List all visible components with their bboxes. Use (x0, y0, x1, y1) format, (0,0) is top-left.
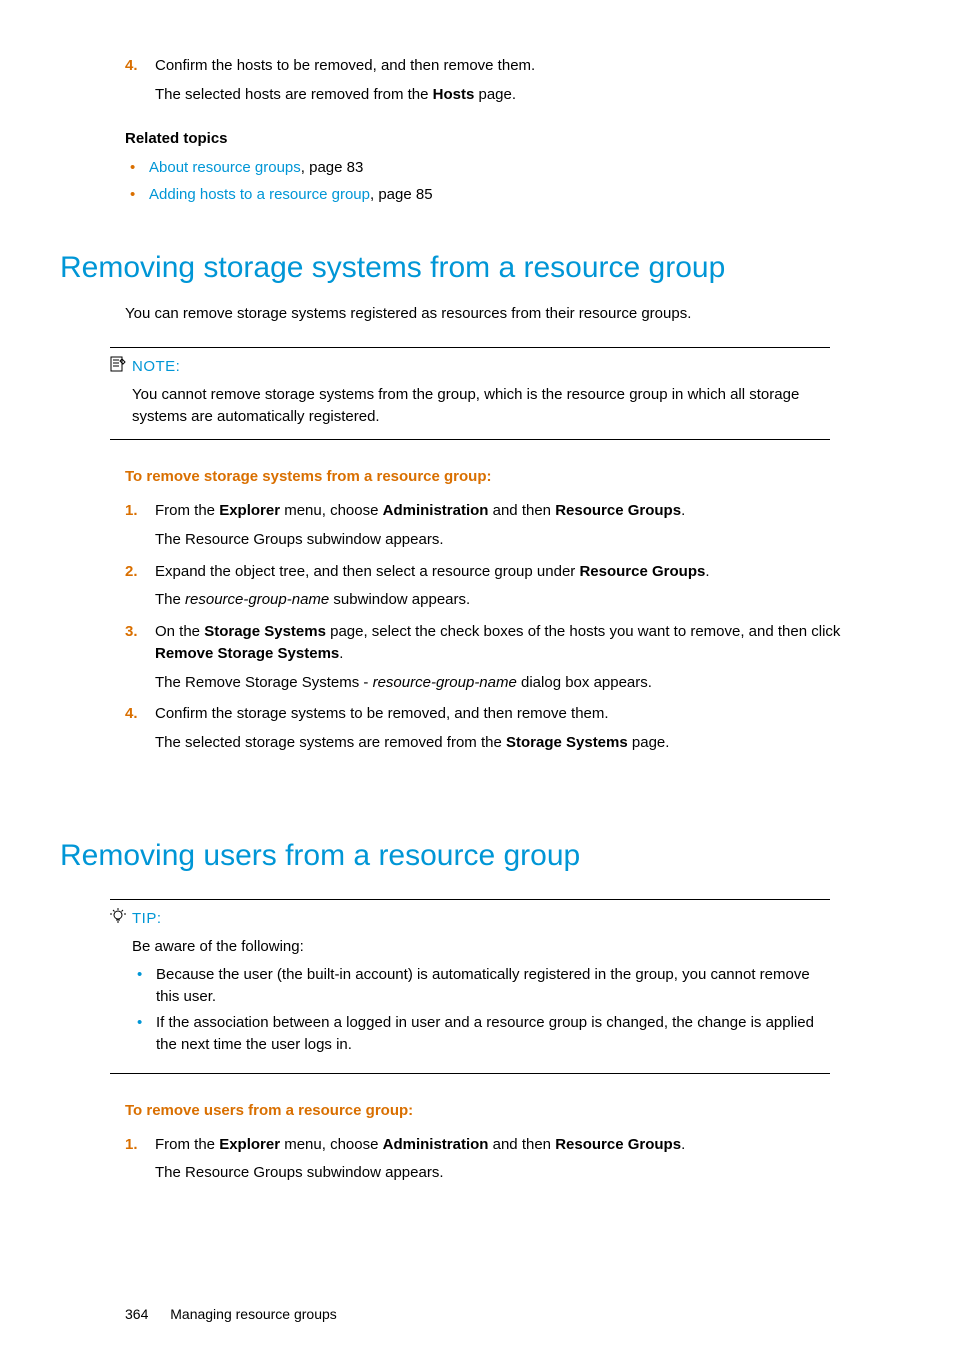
step-text: From the Explorer menu, choose Administr… (155, 1136, 685, 1153)
note-callout: NOTE: You cannot remove storage systems … (110, 347, 830, 440)
list-item: About resource groups, page 83 (125, 157, 884, 179)
step-number: 1. (125, 1134, 138, 1156)
related-topics-list: About resource groups, page 83 Adding ho… (125, 157, 884, 206)
tip-callout: TIP: Be aware of the following: Because … (110, 899, 830, 1074)
step-text: From the Explorer menu, choose Administr… (155, 502, 685, 519)
step-number: 4. (125, 703, 138, 725)
page-footer: 364 Managing resource groups (125, 1304, 884, 1324)
list-item: 1. From the Explorer menu, choose Admini… (125, 500, 884, 551)
step-text: On the Storage Systems page, select the … (155, 623, 840, 662)
related-link[interactable]: About resource groups (149, 159, 301, 176)
tip-intro: Be aware of the following: (132, 936, 830, 958)
step-sub: The resource-group-name subwindow appear… (155, 589, 884, 611)
procedure-heading: To remove storage systems from a resourc… (125, 466, 884, 488)
page-number: 364 (125, 1306, 148, 1322)
tip-label: TIP: (132, 908, 162, 930)
section-heading: Removing users from a resource group (60, 834, 884, 878)
list-item: 2. Expand the object tree, and then sele… (125, 561, 884, 612)
step-number: 3. (125, 621, 138, 643)
step-number: 2. (125, 561, 138, 583)
list-item: Adding hosts to a resource group, page 8… (125, 184, 884, 206)
list-item: If the association between a logged in u… (132, 1012, 830, 1056)
step-text: Expand the object tree, and then select … (155, 563, 710, 580)
procedure-steps: 1. From the Explorer menu, choose Admini… (125, 500, 884, 754)
step-sub: The selected storage systems are removed… (155, 732, 884, 754)
step-number: 1. (125, 500, 138, 522)
tip-bullets: Because the user (the built-in account) … (132, 964, 830, 1056)
document-page: 4. Confirm the hosts to be removed, and … (0, 0, 954, 1364)
procedure-steps: 1. From the Explorer menu, choose Admini… (125, 1134, 884, 1185)
tip-icon (110, 908, 128, 930)
step-number: 4. (125, 55, 138, 77)
footer-title: Managing resource groups (170, 1306, 337, 1322)
section-heading: Removing storage systems from a resource… (60, 246, 884, 290)
section-intro: You can remove storage systems registere… (125, 303, 884, 325)
note-icon (110, 356, 128, 378)
step-sub: The Resource Groups subwindow appears. (155, 529, 884, 551)
list-item: 4. Confirm the storage systems to be rem… (125, 703, 884, 754)
note-label: NOTE: (132, 356, 180, 378)
top-step-list: 4. Confirm the hosts to be removed, and … (125, 55, 884, 106)
step-sub: The Resource Groups subwindow appears. (155, 1162, 884, 1184)
list-item: 1. From the Explorer menu, choose Admini… (125, 1134, 884, 1185)
step-sub: The selected hosts are removed from the … (155, 84, 884, 106)
related-link[interactable]: Adding hosts to a resource group (149, 186, 370, 203)
step-text: Confirm the hosts to be removed, and the… (155, 57, 535, 74)
list-item: Because the user (the built-in account) … (132, 964, 830, 1008)
note-body: You cannot remove storage systems from t… (132, 384, 830, 428)
list-item: 4. Confirm the hosts to be removed, and … (125, 55, 884, 106)
procedure-heading: To remove users from a resource group: (125, 1100, 884, 1122)
step-text: Confirm the storage systems to be remove… (155, 705, 609, 722)
list-item: 3. On the Storage Systems page, select t… (125, 621, 884, 693)
related-topics-heading: Related topics (125, 128, 884, 150)
step-sub: The Remove Storage Systems - resource-gr… (155, 672, 884, 694)
